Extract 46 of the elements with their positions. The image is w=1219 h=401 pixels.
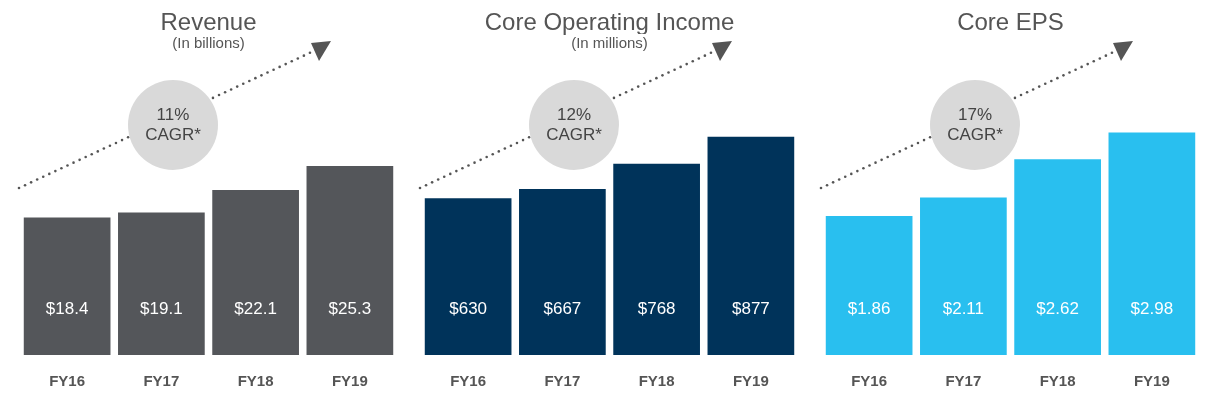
circle-badge: 11% CAGR* xyxy=(128,80,218,170)
data-label: $768 xyxy=(637,298,676,318)
x-tick-label: FY19 xyxy=(331,372,368,390)
x-tick-label: FY19 xyxy=(732,372,769,390)
bar xyxy=(1014,159,1101,355)
x-tick-label: FY18 xyxy=(638,372,675,390)
chart-subtitle: (In millions) xyxy=(571,34,648,51)
x-tick-label: FY19 xyxy=(1133,372,1170,390)
annotation: 17% CAGR* xyxy=(946,105,1004,145)
data-label: $2.98 xyxy=(1130,298,1174,318)
circle-badge: 17% CAGR* xyxy=(930,80,1020,170)
bar xyxy=(707,136,795,355)
x-tick-label: FY17 xyxy=(544,372,581,390)
x-tick-label: FY18 xyxy=(237,372,274,390)
data-label: $2.62 xyxy=(1036,298,1079,318)
bar xyxy=(212,189,299,355)
annotation: 12% CAGR* xyxy=(545,105,603,145)
chart-title: Core EPS xyxy=(953,8,1068,36)
x-tick-label: FY18 xyxy=(1039,372,1076,390)
data-label: $1.86 xyxy=(847,298,891,318)
circle-badge: 12% CAGR* xyxy=(529,80,619,170)
data-label: $2.11 xyxy=(942,298,985,318)
x-tick-label: FY16 xyxy=(450,372,487,390)
bar xyxy=(1108,132,1196,355)
x-tick-label: FY17 xyxy=(143,372,180,390)
data-label: $25.3 xyxy=(328,298,372,318)
bar xyxy=(306,166,394,355)
bar xyxy=(424,198,512,355)
data-label: $667 xyxy=(543,298,582,318)
data-label: $18.4 xyxy=(45,298,89,318)
chart-title: Core Operating Income xyxy=(480,8,739,36)
x-tick-label: FY17 xyxy=(945,372,982,390)
data-label: $19.1 xyxy=(140,298,183,318)
bar xyxy=(613,163,700,355)
x-tick-label: FY16 xyxy=(851,372,888,390)
bar xyxy=(118,212,205,355)
data-label: $22.1 xyxy=(234,298,277,318)
bar xyxy=(920,197,1007,355)
data-label: $630 xyxy=(449,298,488,318)
bar xyxy=(23,217,111,355)
bar xyxy=(825,216,913,355)
chart-subtitle: (In billions) xyxy=(172,34,245,51)
data-label: $877 xyxy=(731,298,770,318)
x-tick-label: FY16 xyxy=(49,372,86,390)
bar xyxy=(519,188,606,355)
chart-title: Revenue xyxy=(156,8,261,36)
